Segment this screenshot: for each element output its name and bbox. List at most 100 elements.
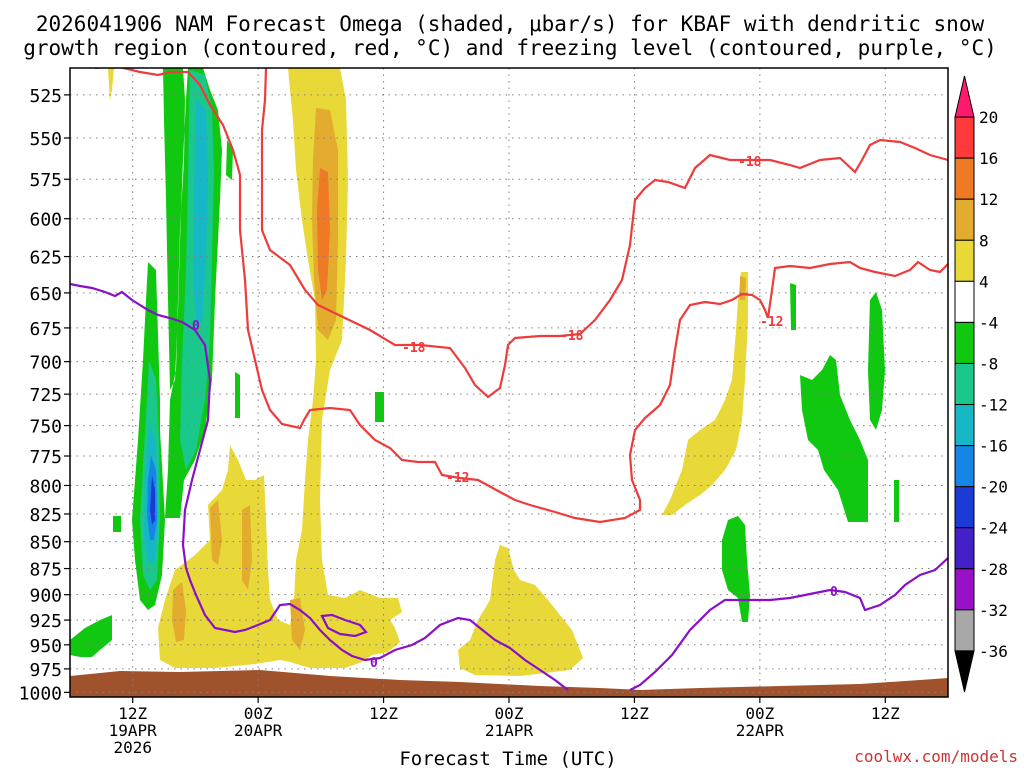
omega-negative-region bbox=[226, 140, 233, 180]
omega-negative-region bbox=[800, 355, 868, 522]
colorbar-label: -36 bbox=[979, 642, 1008, 661]
colorbar-swatch bbox=[954, 404, 975, 447]
y-tick-label: 1000 bbox=[19, 683, 62, 704]
colorbar-swatch bbox=[954, 527, 975, 570]
colorbar-label: 4 bbox=[979, 272, 989, 291]
x-tick-label: 12Z bbox=[620, 704, 649, 723]
y-tick-label: 575 bbox=[29, 170, 62, 191]
y-tick-label: 750 bbox=[29, 417, 62, 438]
x-tick-label: 21APR bbox=[485, 721, 534, 740]
omega-positive-region bbox=[662, 272, 748, 515]
contour-label: -18 bbox=[402, 341, 426, 356]
x-tick-label: 12Z bbox=[118, 704, 147, 723]
omega-positive-region bbox=[108, 68, 114, 100]
colorbar-label: 12 bbox=[979, 190, 998, 209]
omega-negative-region bbox=[868, 292, 885, 430]
x-axis-label: Forecast Time (UTC) bbox=[399, 748, 616, 768]
colorbar-swatch bbox=[954, 650, 975, 693]
omega-negative-region bbox=[70, 615, 112, 657]
colorbar-label: 16 bbox=[979, 149, 998, 168]
contour-label: 0 bbox=[370, 656, 378, 671]
colorbar-swatch bbox=[954, 239, 975, 282]
contour-label: 0 bbox=[830, 585, 838, 600]
colorbar: 20 16 12 8 4 -4 -8 -12 -16 -20 -24 -28 -32 -36 bbox=[954, 75, 1008, 693]
x-tick-label: 12Z bbox=[369, 704, 398, 723]
y-axis: 525 550 575 600 625 650 675 700 725 750 775 800 825 8… bbox=[19, 86, 70, 704]
colorbar-label: -12 bbox=[979, 396, 1008, 415]
x-tick-label: 22APR bbox=[736, 721, 785, 740]
colorbar-label: -8 bbox=[979, 354, 998, 373]
omega-positive-region bbox=[458, 545, 583, 676]
colorbar-label: -4 bbox=[979, 313, 998, 332]
y-tick-label: 925 bbox=[29, 611, 62, 632]
freezing-level-line bbox=[70, 282, 569, 691]
colorbar-label: -24 bbox=[979, 519, 1008, 538]
y-tick-label: 650 bbox=[29, 284, 62, 305]
y-tick-label: 700 bbox=[29, 353, 62, 374]
y-tick-label: 525 bbox=[29, 86, 62, 107]
y-tick-label: 625 bbox=[29, 248, 62, 269]
omega-negative-region bbox=[375, 392, 384, 422]
colorbar-label: -16 bbox=[979, 437, 1008, 456]
contour-label: -18 bbox=[560, 329, 584, 344]
omega-positive-region bbox=[317, 168, 330, 300]
contour-label: 0 bbox=[192, 319, 200, 334]
grid-lines bbox=[70, 68, 948, 697]
colorbar-swatch bbox=[954, 116, 975, 159]
y-tick-label: 900 bbox=[29, 586, 62, 607]
x-tick-label: 00Z bbox=[745, 704, 774, 723]
colorbar-swatch bbox=[954, 321, 975, 364]
colorbar-swatch bbox=[954, 157, 975, 200]
y-tick-label: 825 bbox=[29, 505, 62, 526]
colorbar-swatch bbox=[954, 198, 975, 241]
colorbar-label: -20 bbox=[979, 478, 1008, 497]
x-tick-label: 19APR bbox=[109, 721, 158, 740]
colorbar-label: 8 bbox=[979, 231, 989, 250]
y-tick-label: 725 bbox=[29, 385, 62, 406]
dendritic-contour-line bbox=[95, 68, 770, 524]
colorbar-swatch bbox=[954, 75, 975, 118]
omega-negative-region bbox=[235, 372, 240, 418]
x-tick-label: 00Z bbox=[244, 704, 273, 723]
omega-negative-region bbox=[150, 475, 155, 525]
colorbar-swatch bbox=[954, 609, 975, 652]
colorbar-label: -32 bbox=[979, 601, 1008, 620]
y-tick-label: 800 bbox=[29, 476, 62, 497]
omega-positive-region bbox=[740, 276, 746, 300]
title-line-1: 2026041906 NAM Forecast Omega (shaded, μ… bbox=[36, 12, 985, 36]
y-tick-label: 675 bbox=[29, 319, 62, 340]
colorbar-label: -28 bbox=[979, 560, 1008, 579]
freezing-level-line bbox=[629, 557, 948, 691]
dendritic-contour-line bbox=[260, 68, 948, 399]
contour-labels: -18 -18 -18 -12 -12 0 0 0 bbox=[192, 155, 838, 671]
freezing-level-line bbox=[320, 613, 368, 638]
contour-label: -12 bbox=[446, 471, 469, 486]
omega-negative-region bbox=[722, 516, 750, 622]
x-tick-label: 12Z bbox=[871, 704, 900, 723]
contour-layer bbox=[70, 68, 948, 691]
x-tick-label: 00Z bbox=[495, 704, 524, 723]
omega-negative-region bbox=[894, 480, 899, 522]
colorbar-swatch bbox=[954, 486, 975, 529]
dendritic-contour-line bbox=[766, 260, 948, 319]
omega-negative-region bbox=[790, 283, 796, 330]
colorbar-label: 20 bbox=[979, 108, 998, 127]
contour-label: -12 bbox=[760, 315, 783, 330]
omega-positive-region bbox=[210, 500, 222, 565]
y-tick-label: 550 bbox=[29, 129, 62, 150]
colorbar-swatch bbox=[954, 280, 975, 323]
terrain-ground bbox=[70, 670, 948, 697]
y-tick-label: 950 bbox=[29, 636, 62, 657]
omega-negative-region bbox=[193, 100, 208, 330]
contour-label: -18 bbox=[738, 155, 762, 170]
omega-positive-region bbox=[172, 582, 186, 642]
y-tick-label: 975 bbox=[29, 660, 62, 681]
title-line-2: growth region (contoured, red, °C) and f… bbox=[23, 36, 997, 60]
colorbar-swatch bbox=[954, 445, 975, 488]
credit-text: coolwx.com/models bbox=[854, 747, 1018, 766]
y-tick-label: 600 bbox=[29, 210, 62, 231]
omega-positive-region bbox=[242, 505, 252, 590]
x-tick-label: 20APR bbox=[234, 721, 283, 740]
